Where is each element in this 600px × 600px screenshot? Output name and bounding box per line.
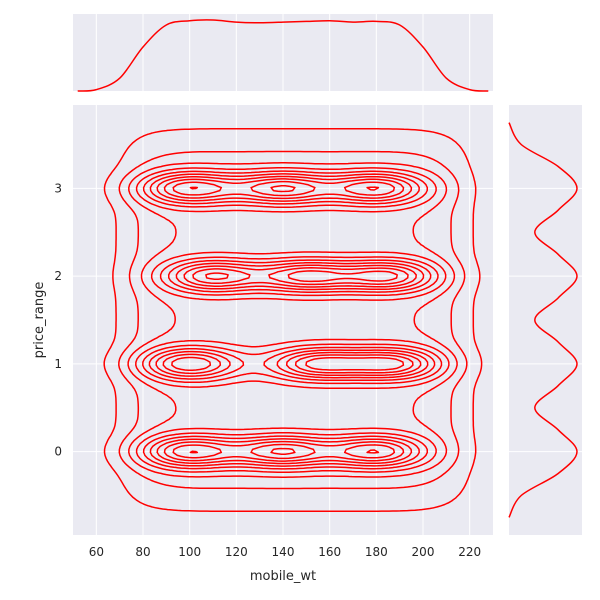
y-tick-label: 2 xyxy=(54,269,62,283)
joint-kde-panel xyxy=(73,105,493,535)
contour-line xyxy=(171,180,414,460)
x-tick-label: 160 xyxy=(318,545,341,559)
x-tick-label: 180 xyxy=(365,545,388,559)
y-tick-label: 0 xyxy=(54,445,62,459)
x-tick-label: 220 xyxy=(458,545,481,559)
x-marginal-density-line xyxy=(77,19,489,92)
x-marginal-panel xyxy=(73,14,493,92)
y-axis-label: price_range xyxy=(32,282,47,359)
kde-contours xyxy=(103,128,483,512)
contour-line xyxy=(127,162,458,478)
contour-line xyxy=(189,185,405,455)
y-marginal-panel xyxy=(508,105,582,535)
contour-line xyxy=(103,128,483,512)
contour-line xyxy=(155,175,429,465)
x-tick-label: 200 xyxy=(412,545,435,559)
x-tick-label: 60 xyxy=(89,545,104,559)
contour-line xyxy=(118,150,468,490)
x-tick-label: 80 xyxy=(135,545,150,559)
contour-line xyxy=(162,178,422,462)
contour-line xyxy=(148,173,436,467)
y-marginal-background xyxy=(509,105,582,535)
x-tick-label: 120 xyxy=(225,545,248,559)
x-axis-label: mobile_wt xyxy=(250,569,316,584)
y-tick-label: 3 xyxy=(54,181,62,195)
contour-line xyxy=(135,167,450,473)
y-tick-label: 1 xyxy=(54,357,62,371)
x-tick-label: 100 xyxy=(178,545,201,559)
y-marginal-density-line xyxy=(508,122,578,518)
x-tick-label: 140 xyxy=(272,545,295,559)
contour-line xyxy=(142,170,443,470)
